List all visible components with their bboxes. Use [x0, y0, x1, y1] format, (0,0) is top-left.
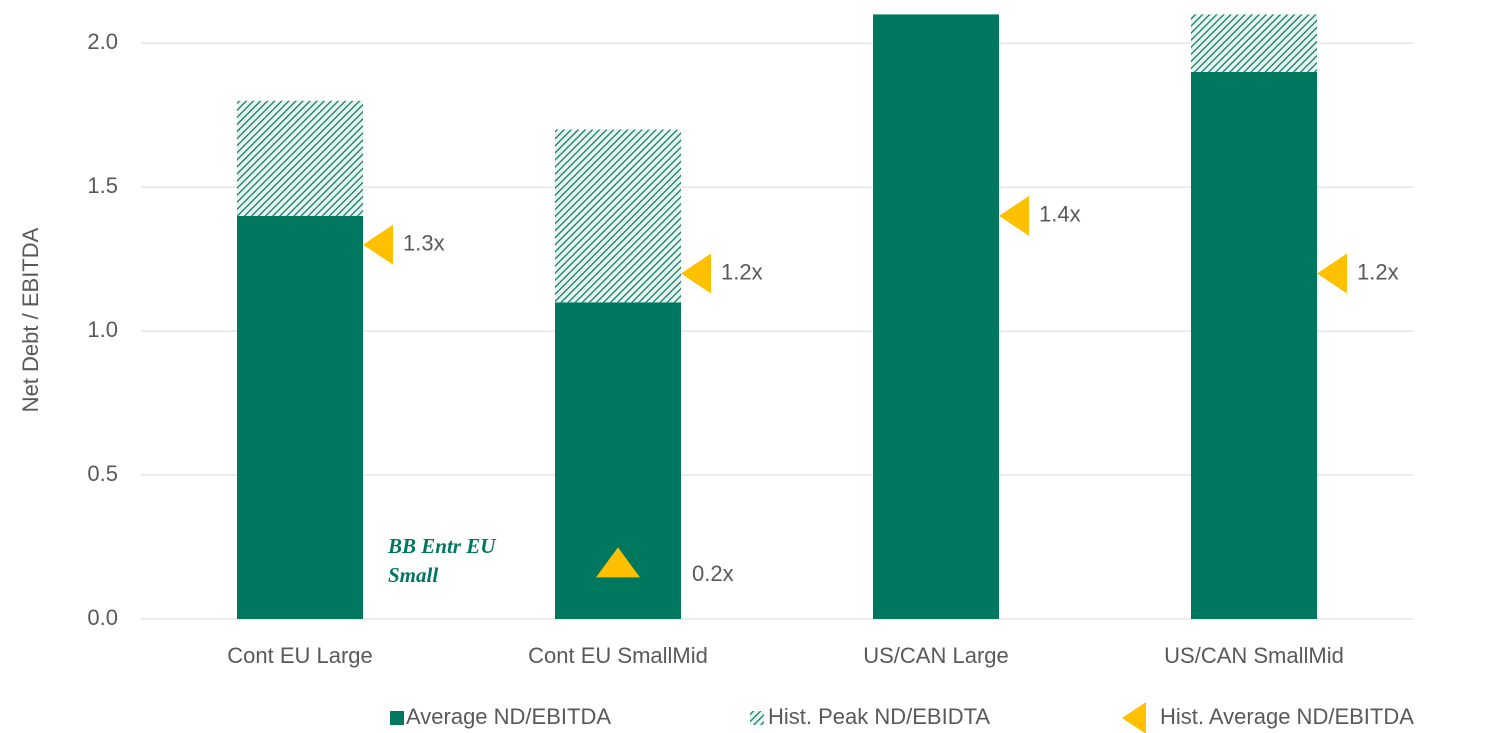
x-tick-label: Cont EU SmallMid — [528, 643, 708, 668]
legend-swatch — [1122, 702, 1146, 733]
y-tick-label: 1.5 — [87, 173, 118, 198]
marker-label: 1.4x — [1039, 202, 1081, 227]
legend-label: Hist. Average ND/EBITDA — [1160, 704, 1414, 729]
bar-segment — [1191, 71, 1317, 619]
marker — [1317, 253, 1347, 294]
bar-segment — [873, 14, 999, 620]
legend-label: Hist. Peak ND/EBIDTA — [768, 704, 990, 729]
marker-label: 1.3x — [403, 231, 445, 256]
annotation-text: BB Entr EU Small — [388, 534, 496, 587]
bar-segment — [1191, 14, 1317, 72]
marker-label: 1.2x — [721, 259, 763, 284]
marker — [363, 224, 393, 265]
x-tick-label: US/CAN Large — [863, 643, 1009, 668]
annotation-marker — [596, 547, 640, 578]
y-tick-label: 1.0 — [87, 317, 118, 342]
bar-segment — [555, 129, 681, 303]
bar-segment — [237, 100, 363, 216]
legend-label: Average ND/EBITDA — [406, 704, 611, 729]
legend-swatch — [390, 711, 404, 725]
y-tick-label: 2.0 — [87, 29, 118, 54]
x-tick-label: US/CAN SmallMid — [1164, 643, 1344, 668]
marker — [999, 195, 1029, 236]
marker — [681, 253, 711, 294]
y-tick-label: 0.0 — [87, 605, 118, 630]
annotation-label: 0.2x — [692, 561, 734, 586]
x-tick-label: Cont EU Large — [227, 643, 373, 668]
y-axis-label: Net Debt / EBITDA — [18, 227, 43, 412]
bar-segment — [237, 215, 363, 619]
y-tick-label: 0.5 — [87, 461, 118, 486]
marker-label: 1.2x — [1357, 259, 1399, 284]
legend-swatch — [750, 711, 764, 725]
